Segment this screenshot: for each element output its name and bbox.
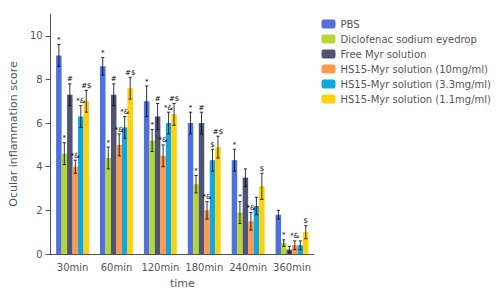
svg-text:#$: #$ — [213, 128, 223, 136]
svg-text:*: * — [233, 141, 237, 149]
svg-text:4: 4 — [36, 161, 42, 172]
svg-text:#: # — [199, 104, 205, 112]
svg-text:180min: 180min — [185, 262, 223, 273]
svg-text:60min: 60min — [101, 262, 133, 273]
svg-text:*&: *& — [290, 232, 300, 240]
svg-text:*&: *& — [71, 152, 81, 160]
svg-text:*&: *& — [203, 193, 213, 201]
svg-text:*: * — [57, 36, 61, 44]
svg-text:240min: 240min — [229, 262, 267, 273]
svg-text:*: * — [101, 49, 105, 57]
svg-text:#: # — [155, 95, 161, 103]
svg-text:*: * — [238, 193, 242, 201]
svg-text:*: * — [106, 139, 110, 147]
svg-text:#$: #$ — [125, 69, 135, 77]
svg-text:*&: *& — [246, 204, 256, 212]
svg-text:30min: 30min — [57, 262, 89, 273]
svg-text:0: 0 — [36, 249, 42, 260]
svg-text:$: $ — [260, 165, 264, 173]
svg-text:HS15-Myr solution (3.3mg/ml): HS15-Myr solution (3.3mg/ml) — [341, 79, 492, 90]
svg-text:*&: *& — [159, 136, 169, 144]
svg-text:#$: #$ — [81, 82, 91, 90]
svg-text:*&: *& — [115, 126, 125, 134]
svg-text:Ocular inflammation score: Ocular inflammation score — [7, 61, 20, 207]
svg-text:360min: 360min — [273, 262, 311, 273]
svg-text:Free Myr solution: Free Myr solution — [341, 49, 427, 60]
svg-text:$: $ — [210, 141, 214, 149]
svg-text:8: 8 — [36, 74, 42, 85]
svg-text:10: 10 — [30, 30, 43, 41]
svg-text:2: 2 — [36, 205, 42, 216]
svg-text:#$: #$ — [169, 95, 179, 103]
svg-text:PBS: PBS — [341, 19, 360, 30]
svg-text:#: # — [67, 75, 73, 83]
svg-text:*: * — [189, 104, 193, 112]
svg-text:*: * — [63, 134, 67, 142]
svg-text:$: $ — [304, 217, 308, 225]
svg-text:*&: *& — [76, 97, 86, 105]
svg-text:HS15-Myr solution (10mg/ml): HS15-Myr solution (10mg/ml) — [341, 64, 488, 75]
svg-text:*: * — [145, 78, 149, 86]
svg-text:*: * — [194, 167, 198, 175]
svg-text:*: * — [282, 231, 286, 239]
svg-text:*&: *& — [120, 108, 130, 116]
svg-text:Diclofenac sodium eyedrop: Diclofenac sodium eyedrop — [341, 34, 477, 45]
svg-text:*&: *& — [164, 104, 174, 112]
svg-text:time: time — [170, 277, 195, 290]
svg-text:120min: 120min — [141, 262, 179, 273]
svg-text:*: * — [150, 121, 154, 129]
svg-text:6: 6 — [36, 118, 42, 129]
svg-text:#: # — [111, 75, 117, 83]
svg-text:HS15-Myr solution (1.1mg/ml): HS15-Myr solution (1.1mg/ml) — [341, 94, 492, 105]
